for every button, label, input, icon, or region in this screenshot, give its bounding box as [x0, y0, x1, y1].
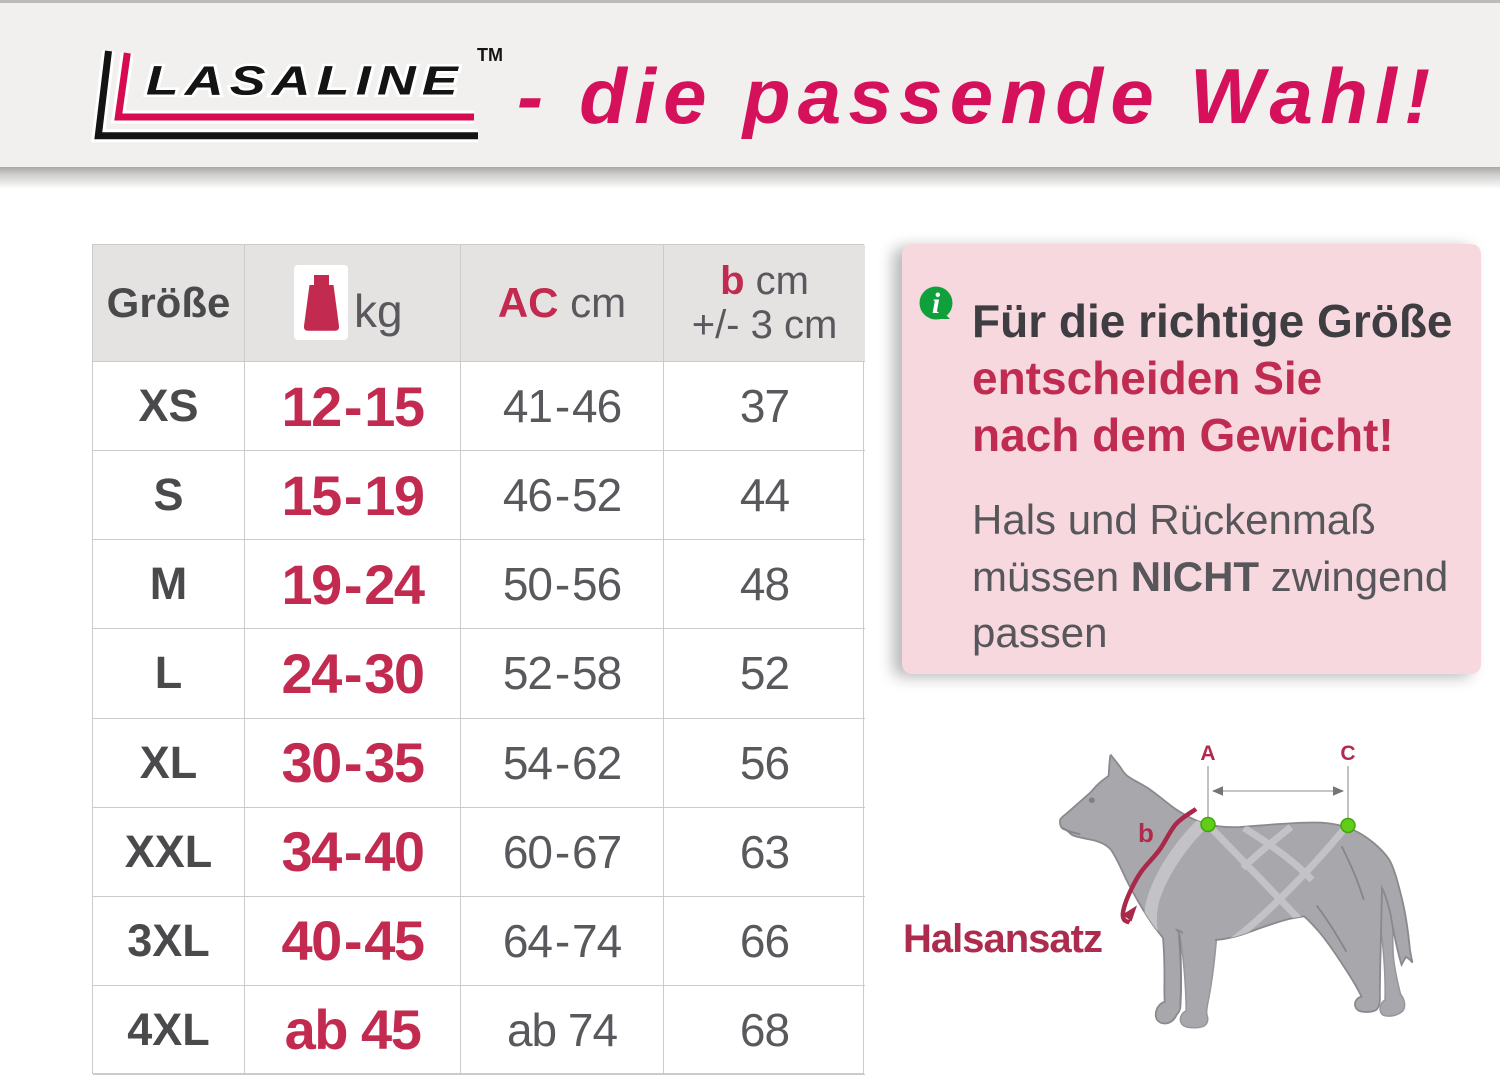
svg-text:C: C — [1340, 742, 1355, 765]
svg-text:b: b — [1138, 818, 1154, 848]
svg-text:kg: kg — [354, 285, 403, 337]
svg-text:LASALINE: LASALINE — [146, 58, 464, 104]
svg-text:i: i — [932, 287, 941, 320]
svg-text:Halsansatz: Halsansatz — [903, 917, 1102, 961]
svg-text:LASALINE: LASALINE — [146, 58, 464, 104]
svg-text:TM: TM — [477, 45, 503, 65]
svg-text:A: A — [1200, 742, 1215, 765]
